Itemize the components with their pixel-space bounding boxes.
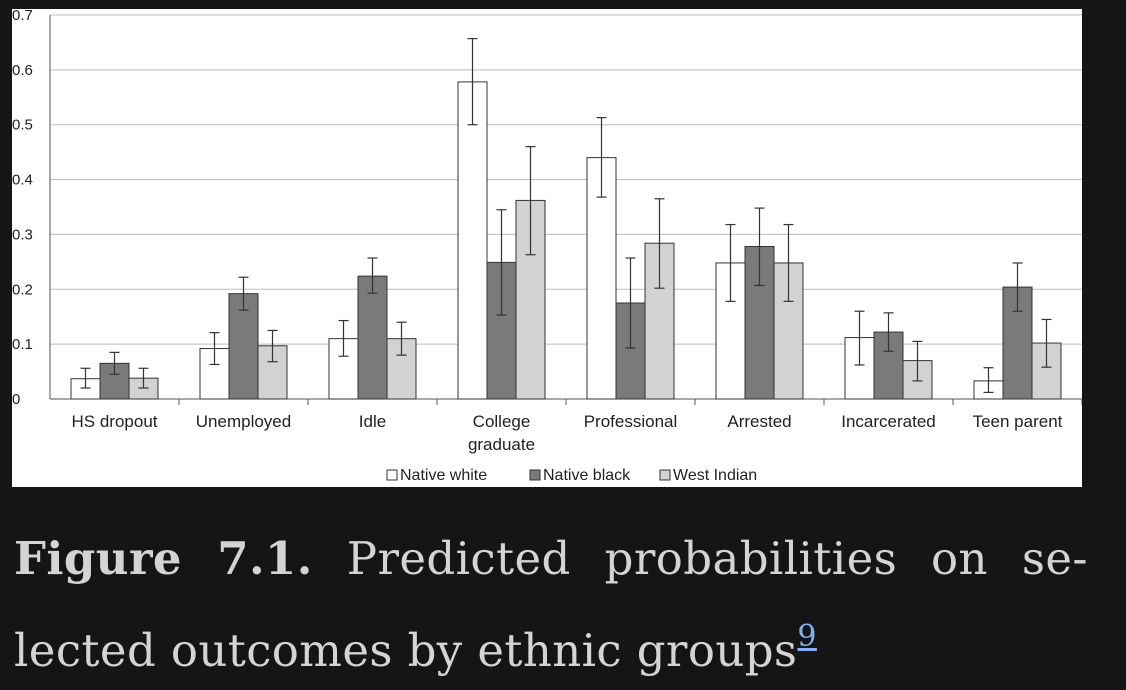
y-tick-label: 0.3 [12, 226, 33, 243]
x-tick-label: Unemployed [196, 412, 291, 431]
caption-line-2: lected outcomes by ethnic groups9 [14, 598, 1088, 690]
bar [228, 293, 259, 400]
bar-chart: 0 0.1 0.2 0.3 0.4 0.5 0.6 0.7 HS dropout Unemploy… [12, 9, 1082, 484]
x-tick-label: College [473, 412, 531, 431]
figure-label: Figure 7.1. [14, 532, 313, 585]
x-tick-label: Idle [359, 412, 386, 431]
figure-caption: Figure 7.1. Predicted probabilities on s… [14, 520, 1088, 690]
footnote-link[interactable]: 9 [797, 619, 817, 654]
x-tick-label: Professional [584, 412, 678, 431]
bar [586, 157, 617, 400]
legend-label: Native white [400, 467, 487, 484]
y-tick-label: 0.1 [12, 336, 33, 353]
y-tick-label: 0.5 [12, 117, 33, 134]
caption-line-1: Figure 7.1. Predicted probabilities on s… [14, 520, 1088, 598]
y-tick-label: 0.2 [12, 281, 33, 298]
x-tick-label: Arrested [727, 412, 791, 431]
chart-panel: 0 0.1 0.2 0.3 0.4 0.5 0.6 0.7 HS dropout Unemploy… [12, 9, 1082, 487]
x-tick-label: HS dropout [72, 412, 158, 431]
legend-label: Native black [543, 467, 631, 484]
legend-swatch [529, 469, 541, 481]
legend-swatch [386, 469, 398, 481]
y-tick-label: 0.4 [12, 172, 33, 189]
legend-swatch [659, 469, 671, 481]
y-tick-label: 0.6 [12, 62, 33, 79]
x-tick-label: graduate [468, 435, 535, 454]
legend-label: West Indian [673, 467, 757, 484]
bar [457, 81, 488, 400]
x-tick-label: Teen parent [973, 412, 1063, 431]
x-tick-label: Incarcerated [841, 412, 936, 431]
caption-text-1: Predicted probabilities on se- [346, 532, 1088, 585]
y-tick-label: 0 [12, 391, 20, 408]
bar [99, 362, 130, 400]
bar [357, 275, 388, 400]
y-tick-label: 0.7 [12, 9, 33, 24]
caption-text-2: lected outcomes by ethnic groups [14, 624, 798, 677]
